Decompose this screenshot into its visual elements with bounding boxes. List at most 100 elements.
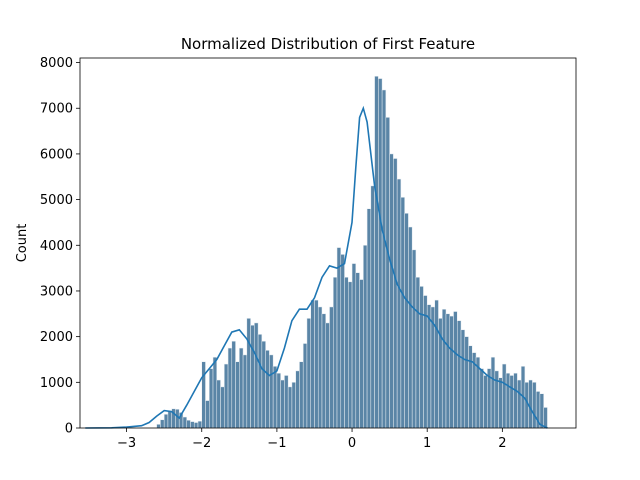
histogram-bar <box>250 324 255 429</box>
y-tick-label: 2000 <box>40 330 73 345</box>
histogram-bar <box>464 336 469 429</box>
histogram-bar <box>457 320 462 429</box>
histogram-bar <box>340 254 345 429</box>
histogram-bar <box>231 340 236 429</box>
histogram-bar <box>227 347 233 429</box>
histogram-bar <box>302 343 308 429</box>
histogram-bar <box>276 372 281 429</box>
histogram-bar <box>396 178 402 429</box>
histogram-bar <box>190 421 195 429</box>
histogram-bar <box>291 382 296 429</box>
histogram-bar <box>257 334 263 429</box>
histogram-bar <box>175 409 180 429</box>
histogram-bar <box>182 416 187 429</box>
chart-title: Normalized Distribution of First Feature <box>181 35 475 53</box>
histogram-bar <box>239 347 244 429</box>
histogram-bar <box>201 361 206 429</box>
histogram-bar <box>543 407 548 429</box>
histogram-bar <box>269 354 274 429</box>
histogram-bar <box>280 379 285 429</box>
histogram-bar <box>532 382 537 429</box>
histogram-bar <box>329 306 334 429</box>
histogram-bar <box>212 356 218 429</box>
histogram-bar <box>460 329 466 429</box>
histogram-bar <box>505 372 511 429</box>
histogram-bar <box>193 422 199 429</box>
histogram-bar <box>363 245 368 429</box>
histogram-bar <box>479 368 484 429</box>
y-tick-label: 6000 <box>40 147 73 162</box>
histogram-bar <box>246 318 251 429</box>
histogram-bar <box>426 304 432 429</box>
histogram-bar <box>265 350 270 429</box>
x-axis: −3 −2 −1 0 1 2 <box>117 428 506 451</box>
histogram-bar <box>419 286 424 429</box>
histogram-bar <box>160 419 165 429</box>
histogram-bar <box>348 281 353 429</box>
histogram-bar <box>344 277 349 429</box>
histogram-bar <box>449 315 454 429</box>
histogram-bar <box>355 272 360 429</box>
histogram-bar <box>156 424 161 429</box>
histogram-bar <box>284 375 289 429</box>
histogram-bar <box>167 410 172 429</box>
y-tick-label: 5000 <box>40 193 73 208</box>
y-tick-label: 7000 <box>40 102 73 117</box>
histogram-bar <box>287 386 293 429</box>
plot-frame <box>79 57 577 429</box>
histogram-bar <box>370 185 375 429</box>
histogram-bar <box>408 226 413 429</box>
y-axis: 0 1000 2000 3000 4000 5000 6000 7000 8000 <box>40 56 80 437</box>
histogram-bar <box>220 386 225 429</box>
histogram-bar <box>205 400 210 429</box>
histogram-bar <box>333 277 338 429</box>
histogram-bar <box>441 308 447 429</box>
histogram-bar <box>490 356 496 429</box>
histogram-bar <box>336 247 342 429</box>
histogram-bar <box>374 76 379 429</box>
histogram-bar <box>528 379 533 429</box>
histogram-bar <box>186 419 191 429</box>
histogram-bar <box>517 379 522 429</box>
histogram-bar <box>272 366 278 429</box>
y-tick-label: 1000 <box>40 376 73 391</box>
histogram-bar <box>509 375 514 429</box>
histogram-bar <box>310 299 315 429</box>
histogram-bar <box>411 249 417 429</box>
histogram-bar <box>400 197 405 429</box>
y-tick-label: 4000 <box>40 239 73 254</box>
bars-group <box>156 76 548 429</box>
histogram-bar <box>502 363 507 429</box>
histogram-bar <box>163 414 169 429</box>
x-tick-label: −1 <box>267 436 286 451</box>
histogram-bar <box>317 306 323 429</box>
y-axis-label: Count <box>15 224 30 263</box>
y-tick-label: 3000 <box>40 284 73 299</box>
histogram-bar <box>389 153 394 429</box>
histogram-bar <box>209 368 214 429</box>
histogram-bar <box>314 299 319 429</box>
histogram-bar <box>325 322 330 429</box>
histogram-bar <box>404 213 409 429</box>
histogram-bar <box>434 299 439 429</box>
histogram-bar <box>306 318 311 429</box>
histogram-bar <box>445 313 450 429</box>
histogram-bar <box>498 377 503 429</box>
histogram-bar <box>197 420 202 429</box>
histogram-bar <box>235 361 240 429</box>
x-tick-label: −2 <box>192 436 211 451</box>
x-tick-label: 1 <box>423 436 431 451</box>
histogram-bar <box>539 393 544 429</box>
histogram-bar <box>513 372 518 429</box>
kde-curve <box>85 105 548 429</box>
histogram-bar <box>378 78 383 429</box>
histogram-bar <box>295 370 300 429</box>
histogram-bar <box>321 313 326 429</box>
histogram-bar <box>381 89 387 429</box>
histogram-bar <box>299 361 304 429</box>
y-tick-label: 8000 <box>40 56 73 71</box>
histogram-bar <box>261 340 266 429</box>
histogram-bar <box>393 158 398 429</box>
